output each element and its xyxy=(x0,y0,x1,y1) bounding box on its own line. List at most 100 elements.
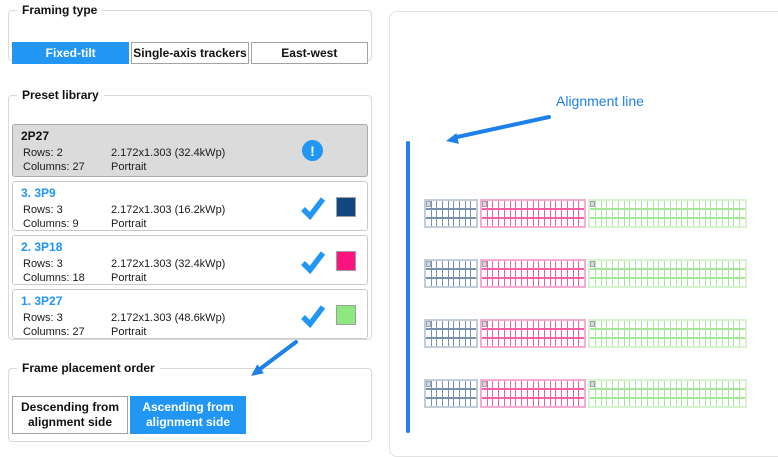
panel-cell xyxy=(510,390,516,397)
panel-cell xyxy=(590,390,595,397)
preset-item-3P18[interactable]: 2. 3P18 Rows: 3 Columns: 18 2.172x1.303 … xyxy=(12,235,368,285)
framing-option-single-axis-trackers[interactable]: Single-axis trackers xyxy=(131,42,249,64)
panel-cell xyxy=(567,339,573,346)
framing-option-fixed-tilt[interactable]: Fixed-tilt xyxy=(12,42,130,64)
panel-cell xyxy=(630,330,636,337)
panel-cell xyxy=(595,210,601,217)
frame-block-3P9[interactable] xyxy=(424,199,478,228)
panel-cell xyxy=(699,219,705,226)
panel-cell xyxy=(471,201,476,208)
panel-cell xyxy=(516,321,522,328)
panel-cell xyxy=(624,330,630,337)
panel-cell xyxy=(659,201,665,208)
panel-cell xyxy=(487,339,493,346)
panel-cell xyxy=(471,321,476,328)
panel-cell xyxy=(487,279,493,286)
panel-cell xyxy=(544,381,550,388)
panel-cell xyxy=(688,390,693,397)
panel-cell xyxy=(539,261,544,268)
panel-cell xyxy=(437,210,442,217)
panel-cell xyxy=(516,210,522,217)
panel-cell xyxy=(544,219,550,226)
panel-cell xyxy=(705,339,711,346)
panel-cell xyxy=(676,270,682,277)
panel-cell xyxy=(454,330,459,337)
frame-block-3P9[interactable] xyxy=(424,379,478,408)
panel-cell xyxy=(527,270,533,277)
panel-cell xyxy=(740,219,745,226)
panel-cell xyxy=(711,390,717,397)
panel-cell xyxy=(510,210,516,217)
panel-cell xyxy=(734,210,740,217)
preset-item-3P27[interactable]: 1. 3P27 Rows: 3 Columns: 27 2.172x1.303 … xyxy=(12,289,368,339)
placement-option-descending[interactable]: Descending from alignment side xyxy=(12,396,128,434)
preset-item-3P9[interactable]: 3. 3P9 Rows: 3 Columns: 9 2.172x1.303 (1… xyxy=(12,181,368,231)
preset-item-2P27[interactable]: 2P27 Rows: 2 Columns: 27 2.172x1.303 (32… xyxy=(12,124,368,177)
panel-cell xyxy=(624,279,630,286)
panel-cell xyxy=(562,381,567,388)
panel-cell xyxy=(636,279,641,286)
panel-cell xyxy=(653,321,659,328)
panel-cell xyxy=(693,261,699,268)
panel-cell xyxy=(493,270,499,277)
panel-cell xyxy=(579,330,584,337)
panel-cell xyxy=(567,201,573,208)
panel-cell xyxy=(618,381,624,388)
frame-block-3P18[interactable] xyxy=(480,259,586,288)
panel-cell xyxy=(533,381,539,388)
panel-cell xyxy=(579,201,584,208)
info-icon[interactable]: ! xyxy=(302,140,323,161)
panel-cell xyxy=(670,270,676,277)
panel-cell xyxy=(636,381,641,388)
frame-block-3P9[interactable] xyxy=(424,259,478,288)
frame-block-3P27[interactable] xyxy=(588,259,747,288)
panel-cell xyxy=(522,210,527,217)
panel-cell xyxy=(601,399,607,406)
panel-cell xyxy=(705,321,711,328)
panel-cell xyxy=(504,201,510,208)
panel-cell xyxy=(647,261,653,268)
panel-cell xyxy=(641,201,647,208)
panel-cell xyxy=(618,219,624,226)
panel-cell xyxy=(499,279,504,286)
panel-cell xyxy=(636,261,641,268)
preset-columns: Columns: 9 xyxy=(23,218,79,230)
panel-cell xyxy=(699,339,705,346)
panel-cell xyxy=(499,210,504,217)
framing-option-east-west[interactable]: East-west xyxy=(250,42,368,64)
panel-cell xyxy=(711,261,717,268)
placement-option-ascending[interactable]: Ascending from alignment side xyxy=(130,396,246,434)
panel-cell xyxy=(601,261,607,268)
panel-cell xyxy=(431,399,437,406)
panel-cell xyxy=(459,399,465,406)
panel-cell xyxy=(717,321,722,328)
panel-cell xyxy=(516,261,522,268)
panel-cell xyxy=(636,330,641,337)
preset-color-swatch xyxy=(336,251,356,271)
panel-cell xyxy=(665,219,670,226)
panel-cell xyxy=(734,330,740,337)
alignment-line[interactable] xyxy=(406,141,410,433)
panel-cell xyxy=(682,210,688,217)
panel-cell xyxy=(567,330,573,337)
panel-cell xyxy=(516,339,522,346)
frame-block-3P18[interactable] xyxy=(480,379,586,408)
panel-cell xyxy=(705,390,711,397)
frame-block-3P18[interactable] xyxy=(480,199,586,228)
panel-cell xyxy=(510,321,516,328)
panel-cell xyxy=(653,339,659,346)
frame-block-3P27[interactable] xyxy=(588,199,747,228)
panel-cell xyxy=(722,210,728,217)
frame-label-chip xyxy=(482,261,487,267)
panel-cell xyxy=(693,399,699,406)
panel-cell xyxy=(624,210,630,217)
panel-cell xyxy=(693,210,699,217)
frame-block-3P27[interactable] xyxy=(588,319,747,348)
panel-cell xyxy=(711,279,717,286)
panel-cell xyxy=(624,261,630,268)
frame-block-3P18[interactable] xyxy=(480,319,586,348)
frame-block-3P9[interactable] xyxy=(424,319,478,348)
panel-cell xyxy=(613,339,618,346)
frame-block-3P27[interactable] xyxy=(588,379,747,408)
panel-cell xyxy=(465,381,471,388)
